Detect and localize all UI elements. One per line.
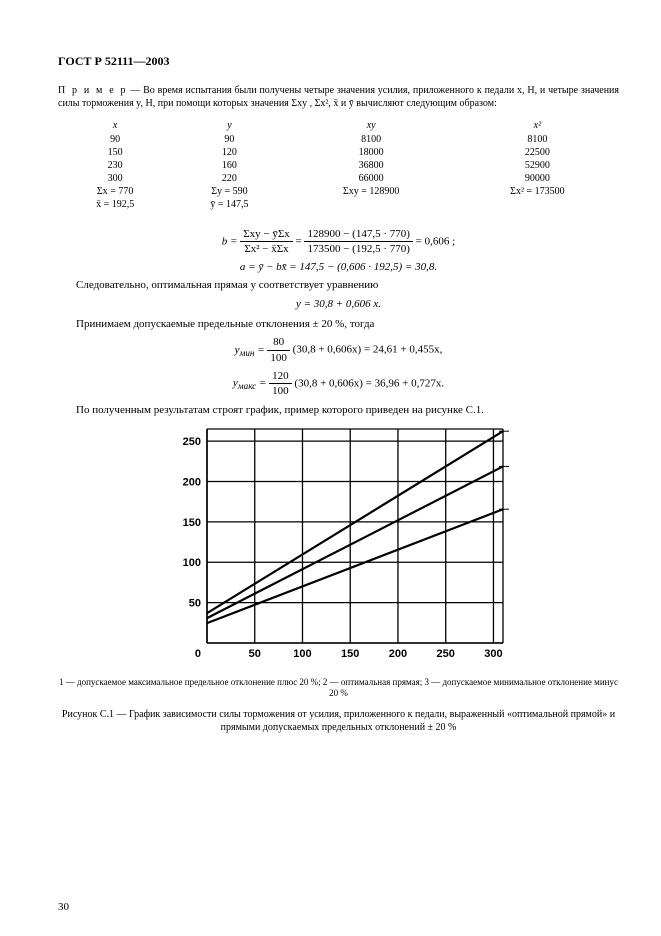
table-cell: 18000 xyxy=(287,146,456,159)
table-cell xyxy=(287,198,456,211)
equation-ymin: yмин = 80100 (30,8 + 0,606x) = 24,61 + 0… xyxy=(58,335,619,365)
table-cell: 8100 xyxy=(287,133,456,146)
table-cell: Σxy = 128900 xyxy=(287,185,456,198)
document-header: ГОСТ Р 52111—2003 xyxy=(58,54,619,70)
table-cell: 230 xyxy=(58,159,172,172)
example-text: — Во время испытания были получены четыр… xyxy=(58,85,619,109)
table-cell: 8100 xyxy=(456,133,619,146)
example-paragraph: П р и м е р — Во время испытания были по… xyxy=(58,84,619,110)
table-cell: x̄ = 192,5 xyxy=(58,198,172,211)
table-header: x² xyxy=(456,118,619,133)
table-row: Σx = 770Σy = 590Σxy = 128900Σx² = 173500 xyxy=(58,185,619,198)
svg-text:250: 250 xyxy=(182,436,200,448)
table-cell: 150 xyxy=(58,146,172,159)
text-line-1: Следовательно, оптимальная прямая y соот… xyxy=(76,278,619,292)
svg-text:50: 50 xyxy=(248,648,260,660)
equation-a: a = ȳ − bx̄ = 147,5 − (0,606 · 192,5) = … xyxy=(58,260,619,274)
figure-caption: Рисунок С.1 — График зависимости силы то… xyxy=(58,708,619,734)
chart-container: 50100150200250300501001502002500123 xyxy=(58,423,619,667)
chart-svg: 50100150200250300501001502002500123 xyxy=(169,423,509,663)
svg-text:100: 100 xyxy=(293,648,311,660)
table-cell: 66000 xyxy=(287,172,456,185)
text-line-2: Принимаем допускаемые предельные отклоне… xyxy=(76,317,619,331)
svg-text:200: 200 xyxy=(388,648,406,660)
table-header: x xyxy=(58,118,172,133)
table-cell: Σx = 770 xyxy=(58,185,172,198)
page-number: 30 xyxy=(58,900,69,914)
svg-text:100: 100 xyxy=(182,557,200,569)
table-row: 909081008100 xyxy=(58,133,619,146)
svg-text:300: 300 xyxy=(484,648,502,660)
data-table: xyxyx² 909081008100150120180002250023016… xyxy=(58,118,619,211)
chart-legend: 1 — допускаемое максимальное предельное … xyxy=(58,677,619,700)
table-row: x̄ = 192,5ȳ = 147,5 xyxy=(58,198,619,211)
table-cell: Σx² = 173500 xyxy=(456,185,619,198)
table-row: 3002206600090000 xyxy=(58,172,619,185)
table-header: xy xyxy=(287,118,456,133)
svg-text:150: 150 xyxy=(341,648,359,660)
text-line-3: По полученным результатам строят график,… xyxy=(76,403,619,417)
equation-b: b = Σxy − ȳΣxΣx² − x̄Σx = 128900 − (147,… xyxy=(58,227,619,257)
table-header: y xyxy=(172,118,286,133)
svg-text:200: 200 xyxy=(182,476,200,488)
table-cell xyxy=(456,198,619,211)
equation-ymax: yмакс = 120100 (30,8 + 0,606x) = 36,96 +… xyxy=(58,369,619,399)
table-cell: 36800 xyxy=(287,159,456,172)
table-row: 2301603680052900 xyxy=(58,159,619,172)
table-cell: 220 xyxy=(172,172,286,185)
table-cell: 120 xyxy=(172,146,286,159)
table-cell: 160 xyxy=(172,159,286,172)
svg-text:0: 0 xyxy=(194,648,200,660)
svg-text:150: 150 xyxy=(182,517,200,529)
equation-y: y = 30,8 + 0,606 x. xyxy=(58,297,619,311)
table-cell: ȳ = 147,5 xyxy=(172,198,286,211)
svg-text:50: 50 xyxy=(188,597,200,609)
table-row: 1501201800022500 xyxy=(58,146,619,159)
table-cell: 90 xyxy=(172,133,286,146)
svg-text:250: 250 xyxy=(436,648,454,660)
table-cell: 22500 xyxy=(456,146,619,159)
table-cell: 300 xyxy=(58,172,172,185)
table-cell: 90000 xyxy=(456,172,619,185)
example-label: П р и м е р xyxy=(58,85,127,96)
table-cell: Σy = 590 xyxy=(172,185,286,198)
table-cell: 90 xyxy=(58,133,172,146)
table-cell: 52900 xyxy=(456,159,619,172)
